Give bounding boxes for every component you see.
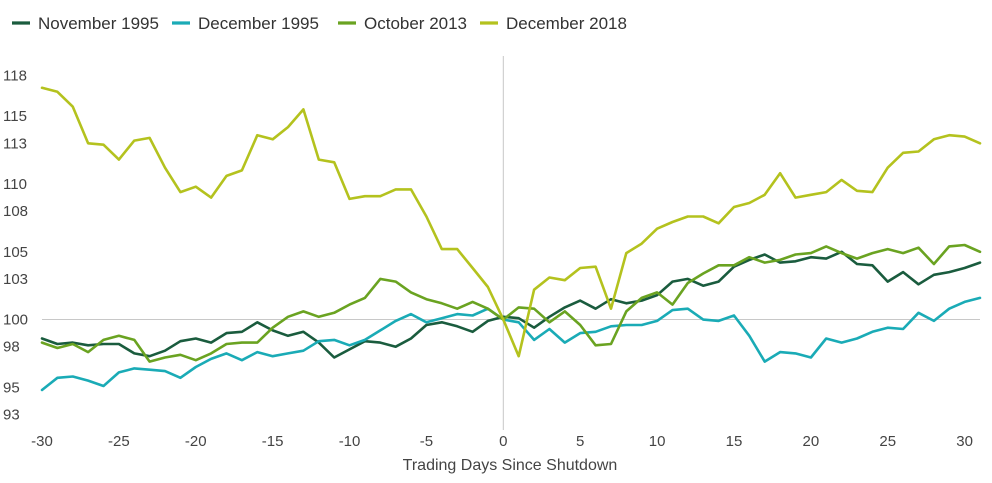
series-line-2 [40,243,982,363]
series-line-0 [40,250,982,359]
y-tick-label: 103 [3,271,28,288]
y-axis-ticks: 93 95 98 100 103 105 108 110 113 115 118 [3,68,28,424]
y-tick-label: 110 [3,176,27,193]
legend-item-0: November 1995 [12,14,159,33]
series-layer [40,86,982,392]
legend-label: December 1995 [198,14,319,33]
y-tick-label: 118 [3,68,27,85]
series-line-1 [40,296,982,392]
legend-item-1: December 1995 [172,14,319,33]
x-tick-label: 25 [879,433,896,450]
x-tick-label: 0 [499,433,507,450]
chart-legend: November 1995 December 1995 October 2013 De… [12,14,627,33]
legend-item-3: December 2018 [480,14,627,33]
x-tick-label: 10 [649,433,666,450]
x-tick-label: -15 [262,433,284,450]
legend-label: October 2013 [364,14,467,33]
x-tick-label: -5 [420,433,433,450]
legend-label: November 1995 [38,14,159,33]
legend-item-2: October 2013 [338,14,467,33]
x-tick-label: 20 [803,433,820,450]
x-tick-label: -25 [108,433,130,450]
legend-label: December 2018 [506,14,627,33]
y-tick-label: 98 [3,339,20,356]
x-axis-title: Trading Days Since Shutdown [403,457,618,474]
y-tick-label: 115 [3,108,27,125]
y-tick-label: 105 [3,244,28,261]
x-tick-label: -10 [339,433,361,450]
x-tick-label: 15 [726,433,743,450]
y-tick-label: 93 [3,406,20,423]
y-tick-label: 100 [3,312,28,329]
y-tick-label: 95 [3,379,20,396]
x-tick-label: 5 [576,433,584,450]
x-tick-label: -30 [31,433,53,450]
x-tick-label: -20 [185,433,207,450]
reference-lines [42,56,980,430]
y-tick-label: 108 [3,203,28,220]
series-line-3 [40,86,982,358]
y-tick-label: 113 [3,135,27,152]
x-axis-ticks: -30 -25 -20 -15 -10 -5 0 5 10 15 20 25 30 [31,433,973,450]
x-tick-label: 30 [956,433,973,450]
